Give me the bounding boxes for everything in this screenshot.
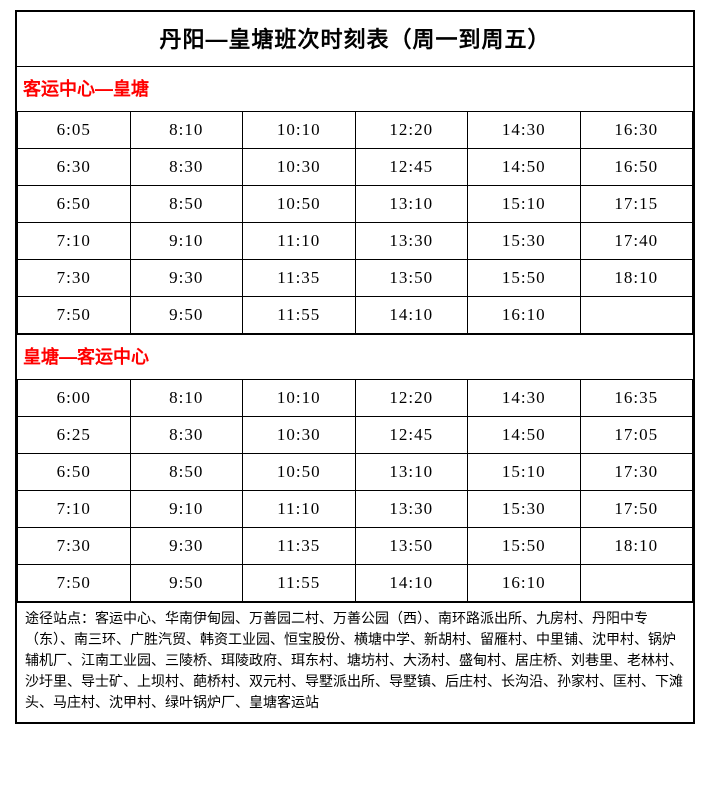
table-row: 7:109:1011:1013:3015:3017:50 <box>18 491 693 528</box>
time-cell: 9:10 <box>130 223 243 260</box>
time-cell: 8:10 <box>130 112 243 149</box>
time-cell: 6:50 <box>18 186 131 223</box>
table-row: 6:508:5010:5013:1015:1017:30 <box>18 454 693 491</box>
time-cell: 11:35 <box>243 528 356 565</box>
time-cell: 17:50 <box>580 491 693 528</box>
page-title: 丹阳—皇塘班次时刻表（周一到周五） <box>17 12 693 66</box>
time-cell: 6:50 <box>18 454 131 491</box>
table-row: 6:508:5010:5013:1015:1017:15 <box>18 186 693 223</box>
time-cell: 6:30 <box>18 149 131 186</box>
time-cell: 7:50 <box>18 565 131 602</box>
time-cell: 7:30 <box>18 260 131 297</box>
timetable-container: 丹阳—皇塘班次时刻表（周一到周五） 客运中心—皇塘 6:058:1010:101… <box>15 10 695 724</box>
time-cell: 6:00 <box>18 380 131 417</box>
time-cell: 15:50 <box>468 528 581 565</box>
table-row: 6:008:1010:1012:2014:3016:35 <box>18 380 693 417</box>
time-cell: 15:30 <box>468 491 581 528</box>
time-cell: 15:30 <box>468 223 581 260</box>
time-cell: 7:30 <box>18 528 131 565</box>
time-cell: 14:30 <box>468 380 581 417</box>
time-cell: 14:10 <box>355 565 468 602</box>
time-cell: 7:10 <box>18 223 131 260</box>
time-cell: 16:30 <box>580 112 693 149</box>
time-cell: 11:10 <box>243 223 356 260</box>
time-cell: 14:50 <box>468 149 581 186</box>
table-row: 7:309:3011:3513:5015:5018:10 <box>18 528 693 565</box>
table-row: 7:509:5011:5514:1016:10 <box>18 565 693 602</box>
time-cell: 16:10 <box>468 565 581 602</box>
time-cell: 12:45 <box>355 417 468 454</box>
time-cell: 13:50 <box>355 260 468 297</box>
time-cell: 17:05 <box>580 417 693 454</box>
time-cell: 17:40 <box>580 223 693 260</box>
time-cell: 13:30 <box>355 223 468 260</box>
time-cell: 11:35 <box>243 260 356 297</box>
time-cell: 7:10 <box>18 491 131 528</box>
table-row: 7:109:1011:1013:3015:3017:40 <box>18 223 693 260</box>
time-cell: 9:50 <box>130 565 243 602</box>
time-cell: 16:35 <box>580 380 693 417</box>
time-cell: 8:10 <box>130 380 243 417</box>
time-cell: 17:15 <box>580 186 693 223</box>
time-cell: 12:20 <box>355 112 468 149</box>
time-cell: 10:50 <box>243 186 356 223</box>
time-cell: 16:50 <box>580 149 693 186</box>
table-row: 7:509:5011:5514:1016:10 <box>18 297 693 334</box>
time-cell: 8:30 <box>130 149 243 186</box>
time-cell: 15:10 <box>468 454 581 491</box>
time-cell: 18:10 <box>580 528 693 565</box>
route-notes: 途径站点：客运中心、华南伊甸园、万善园二村、万善公园（西）、南环路派出所、九房村… <box>17 602 693 722</box>
time-cell: 9:30 <box>130 260 243 297</box>
time-cell: 15:10 <box>468 186 581 223</box>
time-cell: 13:10 <box>355 454 468 491</box>
table-row: 6:308:3010:3012:4514:5016:50 <box>18 149 693 186</box>
time-cell: 17:30 <box>580 454 693 491</box>
time-cell: 6:25 <box>18 417 131 454</box>
time-cell <box>580 297 693 334</box>
time-cell: 11:10 <box>243 491 356 528</box>
time-cell: 10:30 <box>243 149 356 186</box>
section2-header: 皇塘—客运中心 <box>17 334 693 379</box>
section2-table: 6:008:1010:1012:2014:3016:356:258:3010:3… <box>17 379 693 602</box>
time-cell: 13:30 <box>355 491 468 528</box>
time-cell: 11:55 <box>243 297 356 334</box>
time-cell: 14:30 <box>468 112 581 149</box>
time-cell: 9:50 <box>130 297 243 334</box>
time-cell: 14:50 <box>468 417 581 454</box>
time-cell: 11:55 <box>243 565 356 602</box>
time-cell: 8:50 <box>130 454 243 491</box>
time-cell: 12:20 <box>355 380 468 417</box>
section1-table: 6:058:1010:1012:2014:3016:306:308:3010:3… <box>17 111 693 334</box>
time-cell: 10:50 <box>243 454 356 491</box>
time-cell: 9:10 <box>130 491 243 528</box>
time-cell: 13:10 <box>355 186 468 223</box>
time-cell: 8:30 <box>130 417 243 454</box>
time-cell: 10:10 <box>243 380 356 417</box>
section1-header: 客运中心—皇塘 <box>17 66 693 111</box>
time-cell: 15:50 <box>468 260 581 297</box>
time-cell: 10:10 <box>243 112 356 149</box>
time-cell: 8:50 <box>130 186 243 223</box>
time-cell <box>580 565 693 602</box>
table-row: 7:309:3011:3513:5015:5018:10 <box>18 260 693 297</box>
time-cell: 12:45 <box>355 149 468 186</box>
time-cell: 7:50 <box>18 297 131 334</box>
time-cell: 14:10 <box>355 297 468 334</box>
time-cell: 13:50 <box>355 528 468 565</box>
time-cell: 6:05 <box>18 112 131 149</box>
time-cell: 9:30 <box>130 528 243 565</box>
table-row: 6:258:3010:3012:4514:5017:05 <box>18 417 693 454</box>
time-cell: 10:30 <box>243 417 356 454</box>
time-cell: 16:10 <box>468 297 581 334</box>
table-row: 6:058:1010:1012:2014:3016:30 <box>18 112 693 149</box>
time-cell: 18:10 <box>580 260 693 297</box>
